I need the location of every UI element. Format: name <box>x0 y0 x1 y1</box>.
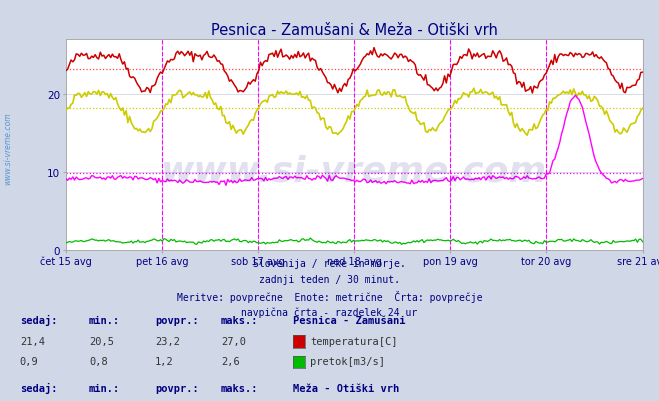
Title: Pesnica - Zamušani & Meža - Otiški vrh: Pesnica - Zamušani & Meža - Otiški vrh <box>211 22 498 38</box>
Text: 2,6: 2,6 <box>221 356 239 366</box>
Text: maks.:: maks.: <box>221 315 258 325</box>
Text: povpr.:: povpr.: <box>155 383 198 393</box>
Text: Slovenija / reke in morje.: Slovenija / reke in morje. <box>253 259 406 269</box>
Text: 0,9: 0,9 <box>20 356 38 366</box>
Text: www.si-vreme.com: www.si-vreme.com <box>161 154 547 188</box>
Text: 1,2: 1,2 <box>155 356 173 366</box>
Text: Meritve: povprečne  Enote: metrične  Črta: povprečje: Meritve: povprečne Enote: metrične Črta:… <box>177 291 482 303</box>
Text: 23,2: 23,2 <box>155 336 180 346</box>
Text: Pesnica - Zamušani: Pesnica - Zamušani <box>293 315 406 325</box>
Text: sedaj:: sedaj: <box>20 314 57 325</box>
Text: 0,8: 0,8 <box>89 356 107 366</box>
Text: www.si-vreme.com: www.si-vreme.com <box>3 112 13 184</box>
Text: 21,4: 21,4 <box>20 336 45 346</box>
Text: sedaj:: sedaj: <box>20 382 57 393</box>
Text: 20,5: 20,5 <box>89 336 114 346</box>
Text: maks.:: maks.: <box>221 383 258 393</box>
Text: povpr.:: povpr.: <box>155 315 198 325</box>
Text: min.:: min.: <box>89 315 120 325</box>
Text: pretok[m3/s]: pretok[m3/s] <box>310 356 386 366</box>
Text: zadnji teden / 30 minut.: zadnji teden / 30 minut. <box>259 275 400 285</box>
Text: temperatura[C]: temperatura[C] <box>310 336 398 346</box>
Text: min.:: min.: <box>89 383 120 393</box>
Text: Meža - Otiški vrh: Meža - Otiški vrh <box>293 383 399 393</box>
Text: 27,0: 27,0 <box>221 336 246 346</box>
Text: navpična črta - razdelek 24 ur: navpična črta - razdelek 24 ur <box>241 307 418 317</box>
